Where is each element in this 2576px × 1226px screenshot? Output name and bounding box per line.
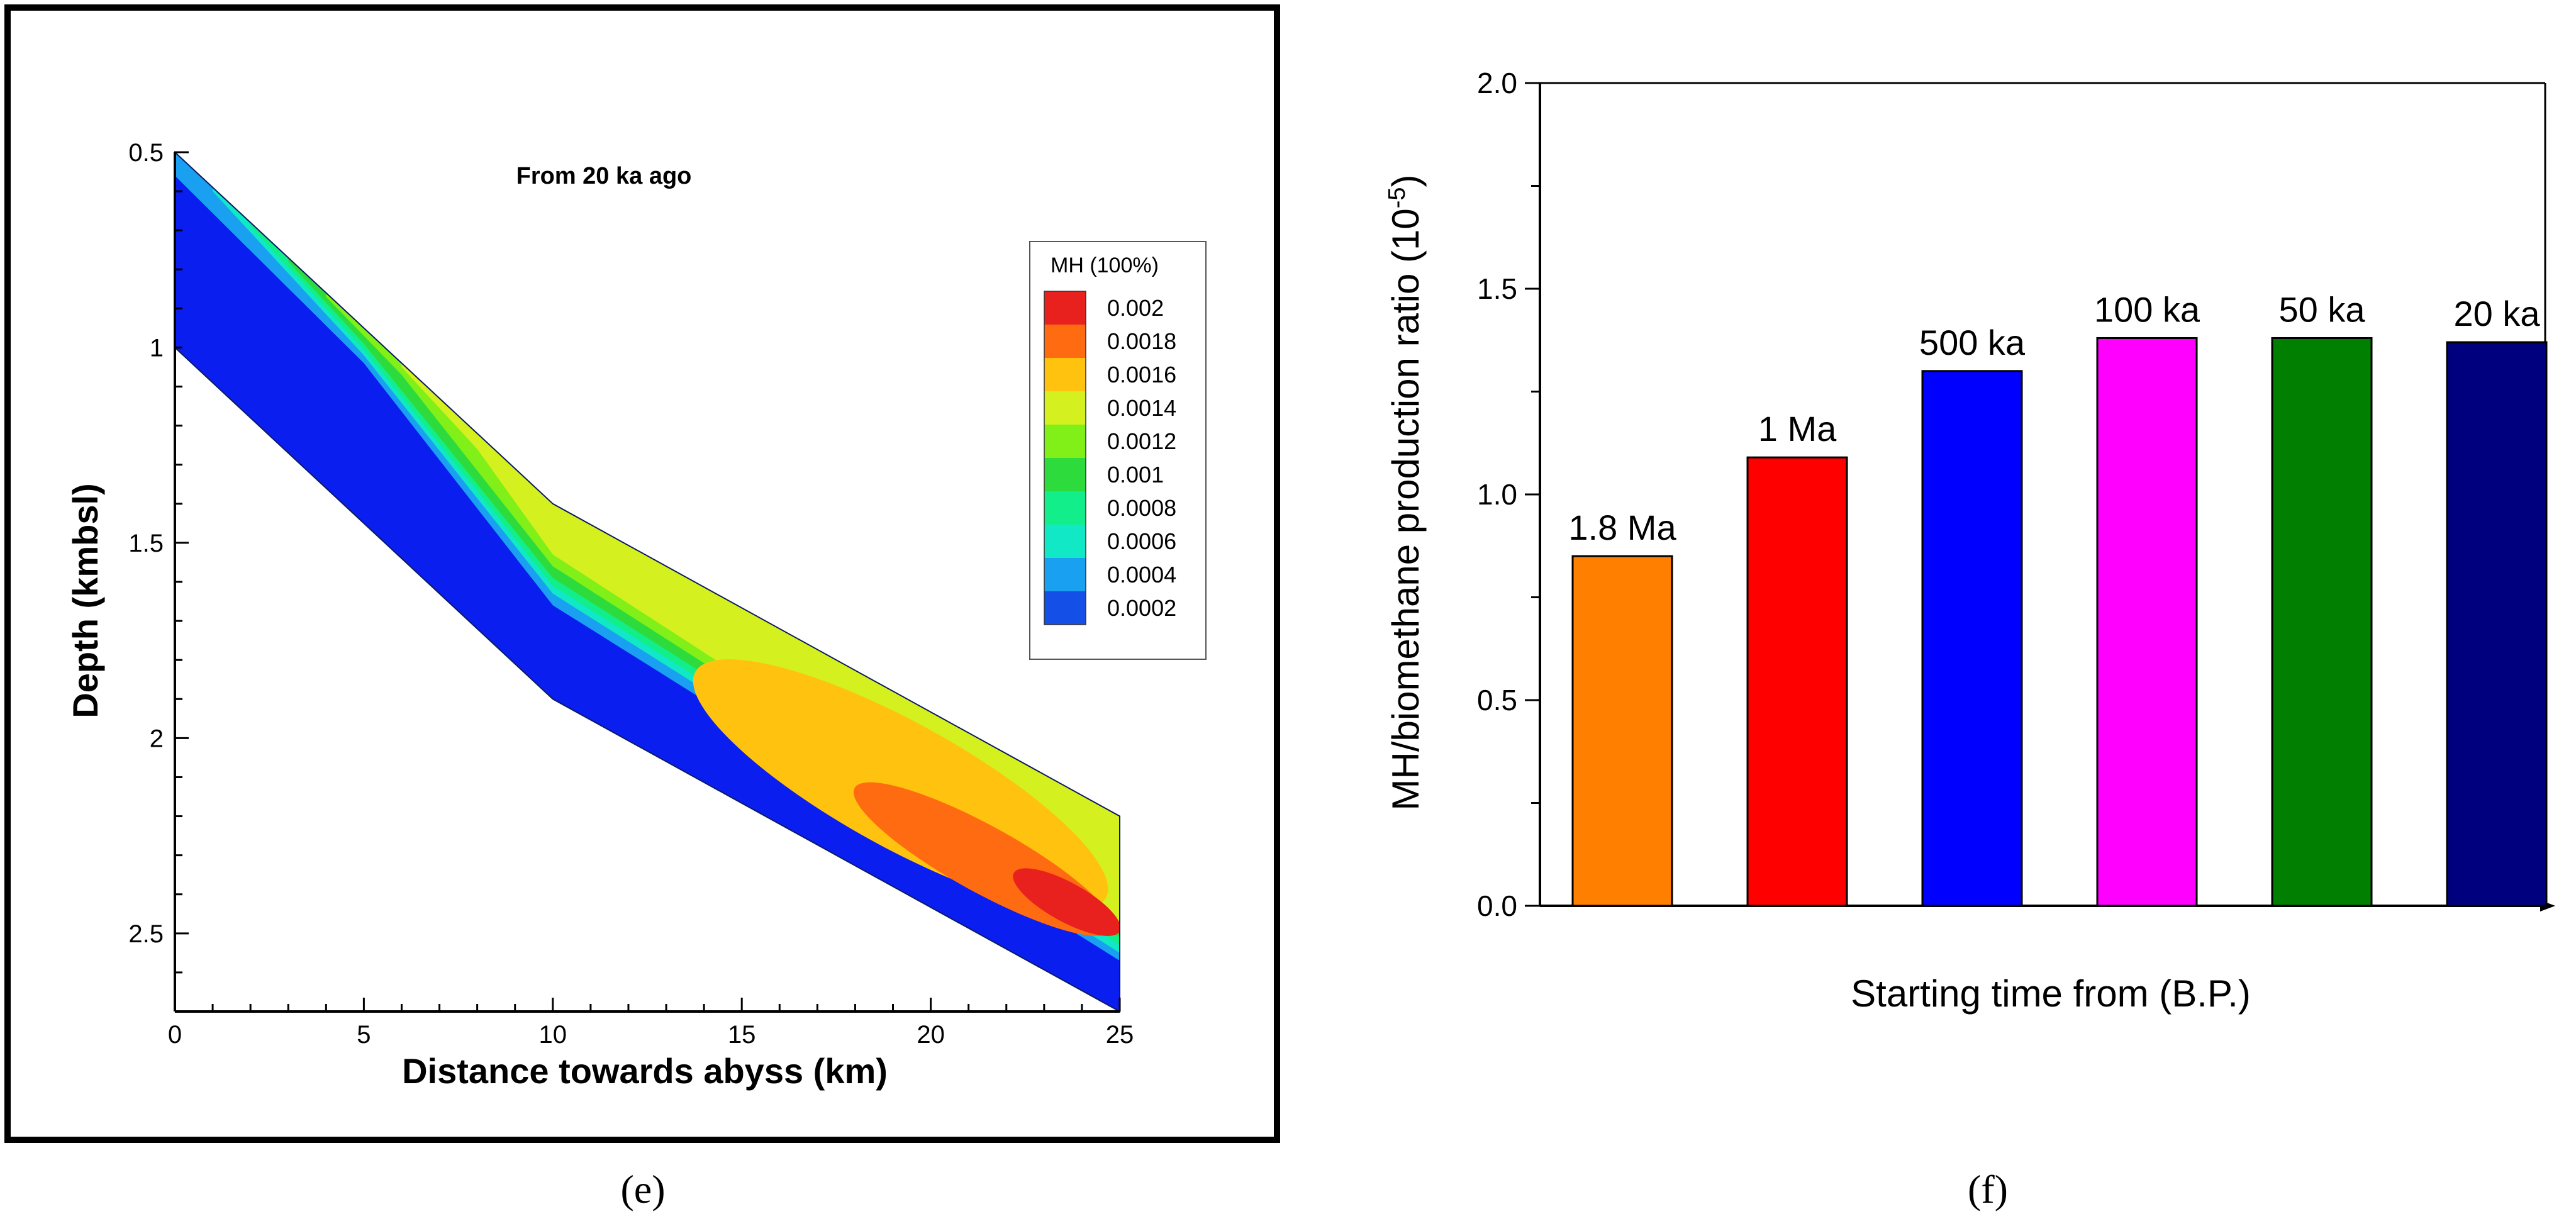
legend-label: 0.0014 bbox=[1107, 395, 1176, 421]
contour-lens-0.002 bbox=[1013, 868, 1120, 936]
panel-f-axes: 0.0 0.5 1.0 1.5 2.0 bbox=[1477, 67, 2555, 922]
y-tick-label: 2.0 bbox=[1477, 67, 1517, 99]
bar-1.8-Ma bbox=[1571, 555, 1673, 907]
y-tick-label: 1.5 bbox=[1477, 272, 1517, 305]
bar-label: 1 Ma bbox=[1758, 409, 1837, 449]
x-tick-label: 20 bbox=[917, 1021, 945, 1049]
panel-f-xlabel: Starting time from (B.P.) bbox=[1851, 972, 2251, 1015]
panel-e-label: (e) bbox=[620, 1167, 665, 1212]
panel-e-title: From 20 ka ago bbox=[516, 163, 692, 189]
mh-legend: MH (100%) 0.002 0.0018 0.0016 0.0014 0.0012 0… bbox=[1029, 241, 1207, 660]
legend-label: 0.001 bbox=[1107, 462, 1164, 488]
legend-swatch-0.002 bbox=[1044, 291, 1086, 325]
legend-label: 0.0018 bbox=[1107, 328, 1176, 354]
bar-50-ka bbox=[2271, 337, 2373, 907]
y-tick-label: 0.0 bbox=[1477, 889, 1517, 922]
bar-20-ka bbox=[2446, 341, 2548, 907]
bar-label: 50 ka bbox=[2279, 289, 2366, 329]
legend-swatch-0.0004 bbox=[1044, 558, 1086, 591]
legend-colorbar-frame bbox=[1044, 291, 1086, 625]
panel-e-axes: 0 5 10 15 20 25 0.5 1 1.5 2 2.5 bbox=[128, 139, 1134, 1049]
panel-e: 0 5 10 15 20 25 0.5 1 1.5 2 2.5 From 20 ka ago Dis… bbox=[4, 4, 1280, 1143]
x-tick-label: 15 bbox=[728, 1021, 756, 1049]
legend-label: 0.0004 bbox=[1107, 562, 1176, 588]
x-tick-label: 5 bbox=[357, 1021, 371, 1049]
bar-500-ka bbox=[1921, 370, 2023, 907]
bar-1-Ma bbox=[1746, 456, 1848, 907]
ylabel-close: ) bbox=[1385, 175, 1427, 187]
y-tick-label: 2.5 bbox=[128, 920, 164, 948]
bar-label: 100 ka bbox=[2094, 289, 2200, 329]
legend-swatch-0.0014 bbox=[1044, 391, 1086, 425]
ylabel-exponent: -5 bbox=[1384, 187, 1410, 209]
legend-swatch-0.0006 bbox=[1044, 525, 1086, 558]
legend-label: 0.0016 bbox=[1107, 362, 1176, 387]
bar-label: 1.8 Ma bbox=[1568, 508, 1676, 547]
legend-label: 0.0006 bbox=[1107, 528, 1176, 554]
legend-swatch-0.0018 bbox=[1044, 325, 1086, 358]
y-tick-label: 0.5 bbox=[1477, 684, 1517, 716]
bar-100-ka bbox=[2096, 337, 2198, 907]
y-tick-label: 2 bbox=[150, 725, 164, 752]
panel-f-ylabel: MH/biomethane production ratio (10-5) bbox=[1384, 175, 1427, 811]
y-tick-label: 1.5 bbox=[128, 530, 164, 557]
y-tick-label: 0.5 bbox=[128, 139, 164, 167]
legend-label: 0.0012 bbox=[1107, 428, 1176, 454]
legend-title: MH (100%) bbox=[1051, 254, 1159, 277]
legend-swatch-0.0008 bbox=[1044, 491, 1086, 525]
legend-swatch-0.001 bbox=[1044, 458, 1086, 491]
legend-swatch-0.0016 bbox=[1044, 358, 1086, 391]
legend-label: 0.0008 bbox=[1107, 495, 1176, 521]
legend-swatch-0.0002 bbox=[1044, 591, 1086, 625]
panel-f: 0.0 0.5 1.0 1.5 2.0 1.8 Ma 1 Ma 500 ka 100 ka 50… bbox=[1384, 67, 2555, 1015]
x-tick-label: 10 bbox=[539, 1021, 567, 1049]
legend-swatch-0.0012 bbox=[1044, 425, 1086, 458]
x-tick-label: 25 bbox=[1106, 1021, 1134, 1049]
bar-label: 20 ka bbox=[2454, 294, 2541, 333]
bar-series: 1.8 Ma 1 Ma 500 ka 100 ka 50 ka 20 ka bbox=[1568, 289, 2548, 907]
legend-label: 0.002 bbox=[1107, 295, 1164, 321]
panel-f-label: (f) bbox=[1968, 1167, 2008, 1212]
panel-e-ylabel: Depth (kmbsl) bbox=[65, 483, 105, 718]
y-tick-label: 1 bbox=[150, 334, 164, 362]
x-tick-label: 0 bbox=[168, 1021, 182, 1049]
bar-label: 500 ka bbox=[1919, 323, 2026, 362]
panel-e-xlabel: Distance towards abyss (km) bbox=[402, 1051, 888, 1091]
legend-label: 0.0002 bbox=[1107, 595, 1176, 621]
y-tick-label: 1.0 bbox=[1477, 478, 1517, 511]
ylabel-main: MH/biomethane production ratio (10 bbox=[1385, 208, 1427, 810]
